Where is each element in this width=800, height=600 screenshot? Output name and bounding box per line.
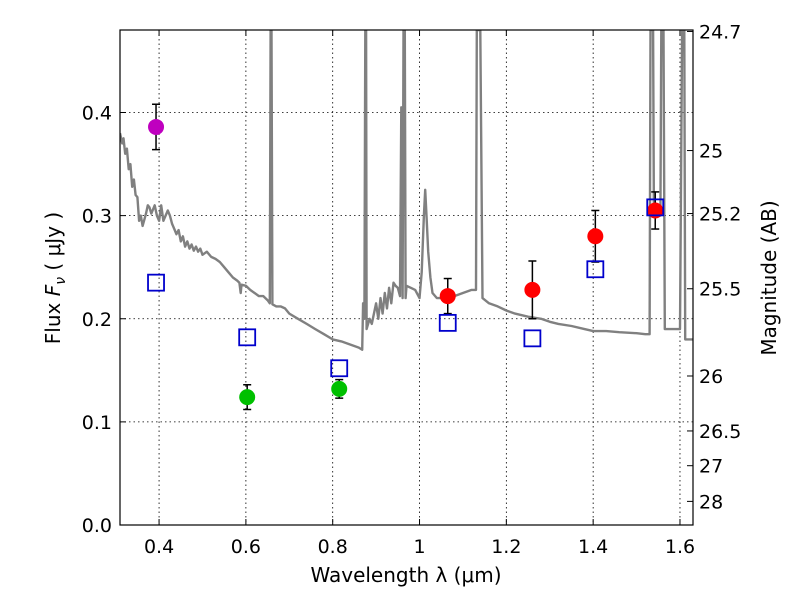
photometry-point	[524, 281, 541, 298]
mag-tick-label: 26	[699, 366, 723, 388]
plot-frame	[119, 29, 694, 526]
y-axis-label-prefix: Flux	[41, 296, 65, 344]
mag-tick-label: 26.5	[699, 421, 741, 443]
photometry-point	[331, 380, 348, 397]
mag-tick-label: 25	[699, 141, 723, 163]
y-tick-label: 0.2	[82, 309, 112, 331]
y-axis-label-symbol: F	[41, 284, 65, 296]
model-square-marker	[646, 198, 665, 217]
model-square-marker	[438, 313, 457, 332]
model-square-marker	[238, 328, 257, 347]
model-spectrum-group	[120, 30, 693, 351]
model-square-marker	[586, 260, 605, 279]
model-square-marker	[147, 273, 165, 292]
photometry-point	[239, 389, 256, 406]
photometry-point	[587, 228, 604, 245]
y-tick-label: 0.0	[82, 515, 112, 537]
y-tick-label: 0.1	[82, 412, 112, 434]
photometry-point	[148, 118, 165, 135]
y-axis-label-suffix: ( μJy )	[41, 212, 65, 277]
x-tick-label: 1.4	[578, 536, 608, 558]
x-tick-label: 0.4	[144, 536, 174, 558]
x-tick-label: 0.8	[318, 536, 348, 558]
x-tick-label: 1.6	[665, 536, 695, 558]
y-tick-label: 0.4	[82, 103, 112, 125]
mag-tick-label: 24.7	[699, 21, 741, 43]
mag-tick-label: 25.5	[699, 279, 741, 301]
x-tick-label: 0.6	[231, 536, 261, 558]
axis-ticks: 0.4 0.6 0.8 1 1.2 1.4 1.6 0.0 0.1 0.2 0.3 0.4 24.7 25…	[82, 21, 742, 558]
mag-tick-label: 28	[699, 491, 723, 513]
x-tick-label: 1	[413, 536, 425, 558]
photometry-point	[647, 202, 664, 219]
photometry-point	[439, 288, 456, 305]
model-square-marker	[330, 359, 349, 378]
x-tick-label: 1.2	[491, 536, 521, 558]
model-spectrum-line	[120, 30, 693, 351]
y-axis-label: Flux Fν ( μJy )	[41, 212, 69, 344]
data-points-group	[147, 103, 665, 411]
y2-axis-label: Magnitude (AB)	[757, 200, 781, 355]
x-axis-label: Wavelength λ (μm)	[310, 563, 501, 587]
y-tick-label: 0.3	[82, 206, 112, 228]
mag-tick-label: 25.2	[699, 204, 741, 226]
y-axis-label-subscript: ν	[53, 277, 69, 285]
model-square-marker	[523, 329, 542, 348]
mag-tick-label: 27	[699, 456, 723, 478]
